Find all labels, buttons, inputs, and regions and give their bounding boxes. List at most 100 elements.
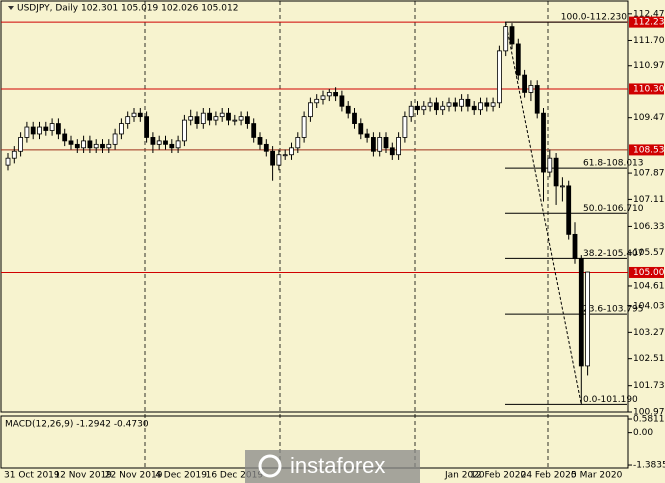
y-tick-label: 111.700 — [633, 36, 665, 46]
candle-body — [18, 137, 24, 152]
candle-body — [396, 137, 402, 156]
candle-body — [578, 258, 584, 367]
candle-body — [320, 95, 326, 100]
y-tick-label: 101.730 — [633, 381, 665, 391]
candle-body — [24, 126, 30, 138]
candle-body — [295, 137, 301, 149]
y-tick-label: 109.470 — [633, 113, 665, 123]
candle-body — [352, 112, 357, 124]
candle-body — [232, 119, 238, 122]
candle-body — [194, 116, 200, 124]
candle-body — [119, 123, 124, 135]
candle-body — [163, 140, 168, 145]
candle-body — [175, 140, 181, 149]
candle-body — [207, 112, 213, 121]
y-tick-label: 104.030 — [633, 302, 665, 312]
candle-body — [106, 143, 112, 149]
candle-body — [307, 102, 313, 118]
candle-body — [251, 123, 257, 138]
plot: 112.470 111.700 110.970 109.470 107.870 107.1… — [1, 9, 665, 481]
candle-body — [289, 147, 294, 156]
x-tick-label: 22 Nov 2019 — [105, 471, 163, 481]
candle-body — [188, 116, 194, 121]
candle-body — [62, 133, 68, 142]
y-tick-label: 102.510 — [633, 354, 665, 364]
level-tag — [629, 144, 664, 156]
candle-body — [314, 98, 320, 104]
candle-body — [270, 150, 276, 166]
candle-body — [389, 147, 395, 156]
level-tag — [629, 83, 664, 95]
candle-body — [5, 157, 11, 166]
candle-body — [213, 116, 219, 121]
y-tick-label: 107.870 — [633, 169, 665, 179]
candle-body — [471, 105, 477, 111]
candle-body — [522, 74, 527, 93]
level-label: 105.000 — [633, 268, 665, 278]
candle-body — [131, 112, 137, 118]
y-tick-label: 106.330 — [633, 222, 665, 232]
candle-body — [169, 143, 175, 149]
candle-body — [74, 143, 80, 149]
y-tick-label: 105.570 — [633, 248, 665, 258]
x-tick-label: 16 Dec 2019 — [206, 471, 264, 481]
watermark: instaforex — [290, 453, 385, 478]
macd-tick-label: 0.00 — [633, 428, 653, 438]
candle-body — [226, 112, 231, 121]
candle-body — [11, 150, 17, 159]
candle-body — [301, 116, 307, 138]
candle-body — [257, 137, 263, 145]
x-tick-label: 5 Mar 2020 — [571, 471, 623, 481]
candle-body — [326, 92, 332, 97]
main-panel — [0, 0, 629, 413]
candle-body — [37, 126, 42, 135]
candle-body — [553, 157, 559, 187]
candle-body — [478, 102, 483, 111]
candle-body — [440, 105, 446, 111]
level-label: 112.230 — [633, 18, 665, 28]
candle-body — [100, 143, 105, 149]
candle-body — [446, 102, 452, 107]
y-tick-label: 112.470 — [633, 9, 665, 19]
candle-body — [534, 85, 540, 114]
candle-body — [566, 185, 572, 235]
macd-tick-label: -1.3835 — [633, 461, 665, 471]
candle-body — [219, 112, 225, 118]
candle-body — [125, 116, 131, 124]
candle-body — [408, 105, 414, 118]
macd-tick-label: 0.5811 — [633, 415, 665, 425]
candle-body — [433, 102, 439, 111]
x-tick-label: Jan 2020 — [444, 471, 485, 481]
macd-title: MACD(12,26,9) -1.2942 -0.4730 — [5, 420, 149, 430]
candle-body — [415, 105, 420, 111]
level-tag — [629, 16, 664, 28]
candle-body — [572, 233, 578, 260]
candle-body — [421, 105, 427, 111]
x-tick-label: 31 Oct 2019 — [4, 471, 60, 481]
candle-body — [81, 140, 86, 149]
x-tick-label: 12 Nov 2019 — [54, 471, 112, 481]
candle-body — [528, 85, 534, 93]
candle-body — [459, 98, 465, 107]
candle-body — [30, 126, 36, 135]
candle-body — [490, 102, 496, 107]
y-tick-label: 103.270 — [633, 328, 665, 338]
chart-title: USDJPY, Daily 102.301 105.019 102.026 10… — [17, 4, 238, 14]
y-tick-label: 100.970 — [633, 408, 665, 418]
candle-body — [200, 112, 206, 124]
level-label: 108.539 — [633, 145, 665, 155]
candle-body — [68, 140, 74, 145]
candle-body — [345, 105, 351, 114]
candle-body — [181, 119, 187, 142]
candle-body — [560, 185, 565, 188]
candle-body — [56, 123, 61, 135]
candle-body — [465, 98, 471, 107]
fib-label: 38.2-105.407 — [583, 249, 644, 259]
candle-body — [484, 102, 490, 107]
candle-body — [112, 133, 118, 145]
level-label: 110.300 — [633, 84, 665, 94]
candle-body — [156, 140, 162, 145]
candle-body — [402, 116, 408, 138]
x-tick-label: 24 Feb 2020 — [521, 471, 577, 481]
candle-body — [377, 137, 383, 152]
